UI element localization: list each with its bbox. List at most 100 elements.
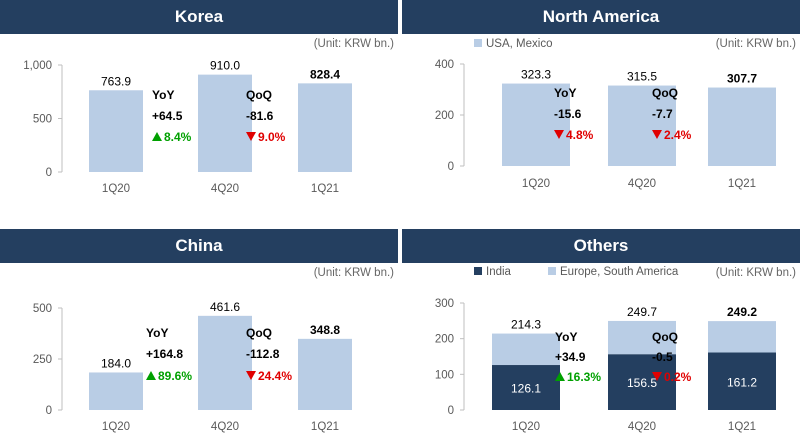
yoy-label: YoY xyxy=(554,86,576,100)
unit-label: (Unit: KRW bn.) xyxy=(715,38,796,50)
bar-europe-south-america xyxy=(608,320,676,355)
bar xyxy=(608,85,676,166)
legend-label: USA, Mexico xyxy=(486,38,552,50)
legend-label: Europe, South America xyxy=(560,266,679,278)
bar xyxy=(89,90,143,172)
yoy-value: +34.9 xyxy=(555,350,586,364)
value-label: 763.9 xyxy=(101,74,131,88)
bar xyxy=(298,338,352,410)
x-tick-label: 4Q20 xyxy=(211,421,239,433)
yoy-value: +164.8 xyxy=(146,347,183,361)
legend-swatch xyxy=(474,267,482,275)
qoq-percent: 24.4% xyxy=(258,369,292,383)
value-label: 249.2 xyxy=(727,305,757,319)
bar xyxy=(502,83,570,166)
panel-china: China (Unit: KRW bn.) 0 250 500 184.0 1Q20 46… xyxy=(0,229,398,448)
yoy-label: YoY xyxy=(146,326,168,340)
x-tick-label: 1Q21 xyxy=(728,421,756,433)
value-label: 910.0 xyxy=(210,59,240,73)
qoq-percent: 0.2% xyxy=(664,370,692,384)
qoq-value: -81.6 xyxy=(246,109,274,123)
legend-swatch xyxy=(548,267,556,275)
qoq-value: -7.7 xyxy=(652,107,673,121)
yoy-label: YoY xyxy=(555,330,577,344)
x-tick-label: 4Q20 xyxy=(628,421,656,433)
bar-india xyxy=(492,365,560,410)
value-label: 307.7 xyxy=(727,72,757,86)
triangle-up-icon xyxy=(555,372,565,381)
panel-title: North America xyxy=(402,0,800,34)
value-label: 315.5 xyxy=(627,70,657,84)
bar-india xyxy=(608,354,676,410)
qoq-percent: 9.0% xyxy=(258,130,286,144)
panel-title: China xyxy=(0,229,398,263)
x-tick-label: 1Q20 xyxy=(512,421,540,433)
triangle-down-icon xyxy=(652,130,662,139)
unit-label: (Unit: KRW bn.) xyxy=(313,267,394,279)
y-tick-label: 0 xyxy=(448,161,454,173)
y-tick-label: 500 xyxy=(33,114,52,126)
x-tick-label: 1Q21 xyxy=(311,421,339,433)
unit-label: (Unit: KRW bn.) xyxy=(715,267,796,279)
x-tick-label: 1Q20 xyxy=(522,178,550,190)
chart-korea: 0 500 1,000 763.9 1Q20 910.0 4Q20 828.4 1Q21 YoY +… xyxy=(23,59,352,195)
yoy-percent: 8.4% xyxy=(164,130,192,144)
yoy-value: +64.5 xyxy=(152,109,183,123)
y-tick-label: 500 xyxy=(33,303,52,315)
bar xyxy=(708,87,776,166)
chart-north-america: 0 200 400 USA, Mexico 323.3 1Q20 315.5 4Q20 307.… xyxy=(435,38,776,190)
bar xyxy=(89,372,143,410)
y-tick-label: 0 xyxy=(448,405,454,417)
yoy-percent: 89.6% xyxy=(158,369,192,383)
value-label: 323.3 xyxy=(521,68,551,82)
value-label: 348.8 xyxy=(310,323,340,337)
triangle-down-icon xyxy=(246,371,256,380)
qoq-value: -112.8 xyxy=(246,347,280,361)
y-tick-label: 0 xyxy=(46,405,52,417)
y-tick-label: 100 xyxy=(435,369,454,381)
panel-korea: Korea (Unit: KRW bn.) 0 500 1,000 763.9 1Q20… xyxy=(0,0,398,219)
value-label: 184.0 xyxy=(101,356,131,370)
triangle-up-icon xyxy=(146,371,156,380)
bar-india xyxy=(708,352,776,410)
qoq-value: -0.5 xyxy=(652,350,673,364)
bar-europe-south-america xyxy=(708,321,776,353)
panel-title: Others xyxy=(402,229,800,263)
x-tick-label: 1Q20 xyxy=(102,421,130,433)
value-label: 249.7 xyxy=(627,305,657,319)
y-tick-label: 1,000 xyxy=(23,60,52,72)
y-tick-label: 400 xyxy=(435,59,454,71)
panel-north-america: North America (Unit: KRW bn.) 0 200 400 USA… xyxy=(402,0,800,219)
bar xyxy=(198,74,252,172)
qoq-percent: 2.4% xyxy=(664,128,692,142)
value-label: 461.6 xyxy=(210,300,240,314)
triangle-down-icon xyxy=(554,130,564,139)
x-tick-label: 1Q20 xyxy=(102,183,130,195)
segment-label: 126.1 xyxy=(511,382,541,396)
segment-label: 156.5 xyxy=(627,376,657,390)
panel-title: Korea xyxy=(0,0,398,34)
legend-label: India xyxy=(486,266,512,278)
qoq-label: QoQ xyxy=(246,88,272,102)
yoy-percent: 16.3% xyxy=(567,370,601,384)
value-label: 214.3 xyxy=(511,318,541,332)
triangle-up-icon xyxy=(152,132,162,141)
unit-label: (Unit: KRW bn.) xyxy=(313,38,394,50)
bar-europe-south-america xyxy=(492,333,560,366)
triangle-down-icon xyxy=(246,132,256,141)
triangle-down-icon xyxy=(652,372,662,381)
value-label: 828.4 xyxy=(310,67,340,81)
qoq-label: QoQ xyxy=(652,86,678,100)
x-tick-label: 4Q20 xyxy=(211,183,239,195)
chart-others: 0 100 200 300 India Europe, South America 126.… xyxy=(435,266,776,433)
x-tick-label: 4Q20 xyxy=(628,178,656,190)
qoq-label: QoQ xyxy=(652,330,678,344)
y-tick-label: 0 xyxy=(46,167,52,179)
yoy-value: -15.6 xyxy=(554,107,582,121)
legend-swatch xyxy=(474,39,482,47)
bar xyxy=(298,83,352,172)
y-tick-label: 250 xyxy=(33,354,52,366)
qoq-label: QoQ xyxy=(246,326,272,340)
yoy-percent: 4.8% xyxy=(566,128,594,142)
bar xyxy=(198,315,252,410)
